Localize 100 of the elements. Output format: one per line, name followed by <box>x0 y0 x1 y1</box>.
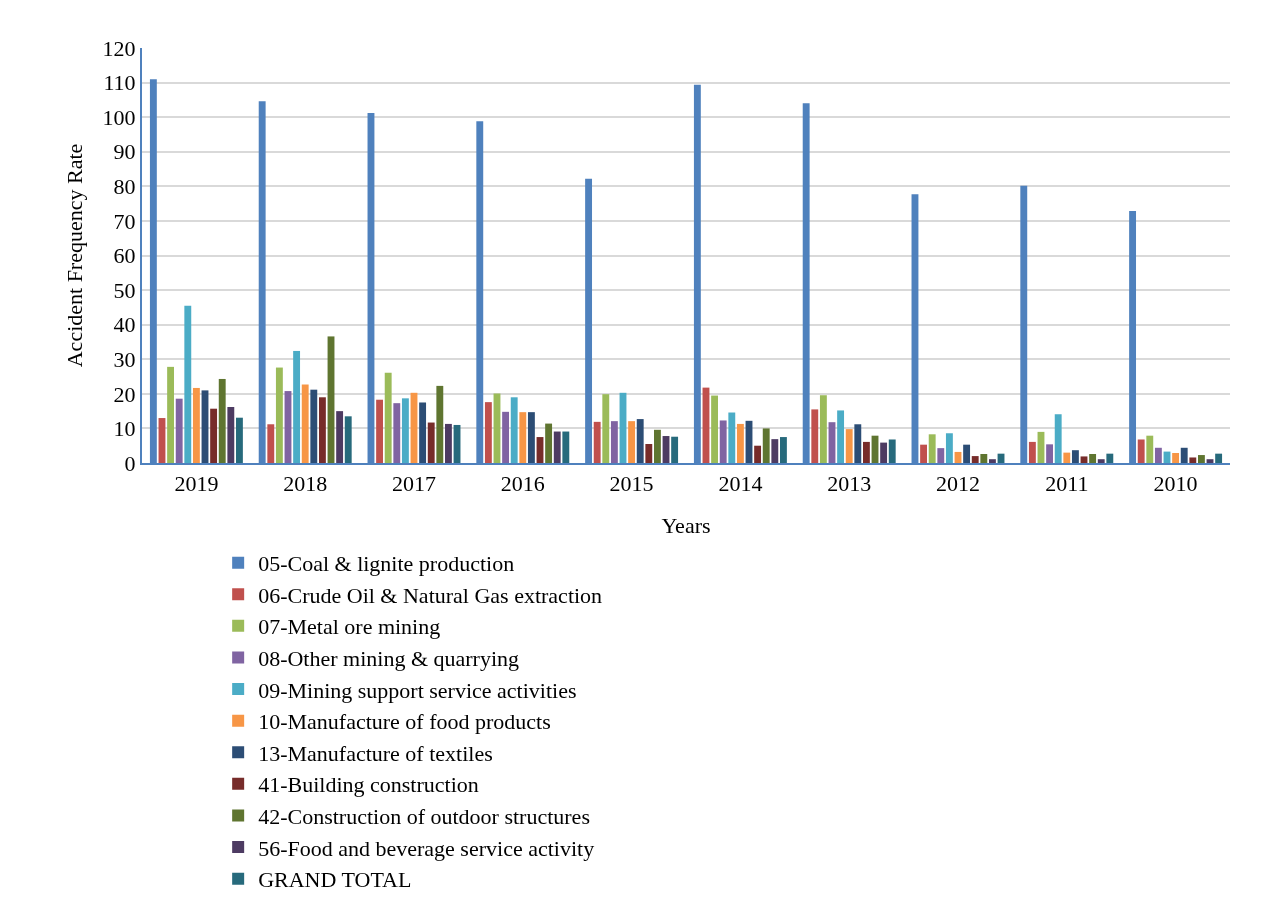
bar <box>393 403 401 463</box>
bar <box>210 408 218 463</box>
bar <box>519 412 527 463</box>
bar <box>628 421 636 463</box>
legend-label: 06-Crude Oil & Natural Gas extraction <box>258 582 603 608</box>
y-tick-label: 20 <box>113 381 136 407</box>
bar <box>771 439 779 463</box>
x-tick-label: 2016 <box>500 471 545 497</box>
bar <box>1197 455 1205 463</box>
bar <box>920 444 928 463</box>
bar <box>310 389 318 463</box>
bar <box>227 406 235 463</box>
bar <box>928 434 936 463</box>
x-tick-label: 2019 <box>174 471 219 497</box>
bar <box>175 398 183 463</box>
bar <box>444 423 452 463</box>
bar <box>1089 454 1097 463</box>
bar <box>837 410 845 463</box>
x-tick-label: 2017 <box>392 471 436 497</box>
bar <box>736 423 744 463</box>
bar <box>1106 453 1114 463</box>
bar <box>845 429 853 463</box>
bar <box>963 444 971 463</box>
bar <box>1054 414 1062 463</box>
y-tick-label: 0 <box>124 450 136 476</box>
bar <box>945 433 953 463</box>
x-tick-label: 2015 <box>609 471 654 497</box>
y-tick-label: 10 <box>113 416 136 442</box>
bar <box>484 402 492 463</box>
bar <box>1028 441 1036 463</box>
y-tick-label: 110 <box>103 70 136 96</box>
y-tick-label: 70 <box>113 208 136 234</box>
bar <box>427 422 435 463</box>
bar <box>1172 452 1180 463</box>
bar <box>1146 435 1154 463</box>
bar <box>880 442 888 463</box>
bar <box>610 421 618 463</box>
y-axis-title: Accident Frequency Rate <box>61 143 87 368</box>
bar <box>1154 447 1162 463</box>
bar <box>711 395 719 463</box>
bar <box>235 417 243 463</box>
bar <box>293 350 301 463</box>
bar <box>636 419 644 463</box>
x-axis-title: Years <box>661 512 711 538</box>
bar <box>167 366 175 463</box>
bar <box>1071 450 1079 463</box>
bar <box>336 411 344 463</box>
bar <box>653 429 661 463</box>
bar <box>318 397 326 463</box>
bar <box>436 385 444 463</box>
bar <box>671 436 679 463</box>
bar <box>1137 439 1145 463</box>
bar <box>754 445 762 463</box>
bar <box>344 416 352 463</box>
bar <box>1180 447 1188 463</box>
legend-label: 10-Manufacture of food products <box>258 709 551 735</box>
bar <box>401 398 409 463</box>
bar <box>562 431 570 463</box>
bar <box>275 367 283 463</box>
bar <box>971 456 979 463</box>
bar <box>762 428 770 463</box>
y-tick-label: 60 <box>113 243 136 269</box>
bar <box>192 387 200 463</box>
bar <box>854 424 862 463</box>
bar <box>1097 459 1105 463</box>
bar <box>1080 456 1088 463</box>
x-tick-label: 2012 <box>936 471 980 497</box>
legend-label: 56-Food and beverage service activity <box>258 835 595 861</box>
bar <box>502 411 510 463</box>
bar <box>593 421 601 463</box>
bar <box>267 424 275 463</box>
x-tick-label: 2013 <box>827 471 872 497</box>
bar <box>888 439 896 463</box>
y-tick-label: 50 <box>113 277 136 303</box>
bar <box>184 305 192 463</box>
bar <box>728 412 736 463</box>
bar <box>1189 457 1197 463</box>
bar <box>980 454 988 463</box>
y-tick-label: 120 <box>102 35 136 61</box>
bar <box>1206 459 1214 463</box>
bar <box>645 443 653 463</box>
bar <box>811 409 819 463</box>
y-tick-label: 30 <box>113 346 136 372</box>
x-tick-label: 2011 <box>1045 471 1089 497</box>
bar <box>301 384 309 463</box>
bar <box>527 412 535 463</box>
bar <box>988 459 996 463</box>
bar <box>218 378 226 463</box>
legend-label: 05-Coal & lignite production <box>258 551 515 577</box>
bar <box>376 399 384 463</box>
bar <box>602 394 610 463</box>
y-tick-label: 40 <box>113 312 136 338</box>
legend-label: 07-Metal ore mining <box>258 614 441 640</box>
y-tick-label: 100 <box>102 104 136 130</box>
bar <box>779 437 787 463</box>
bar <box>384 372 392 463</box>
bar <box>937 448 945 463</box>
bar <box>510 397 518 463</box>
legend-label: 42-Construction of outdoor structures <box>258 804 590 830</box>
legend-label: GRAND TOTAL <box>258 867 412 893</box>
